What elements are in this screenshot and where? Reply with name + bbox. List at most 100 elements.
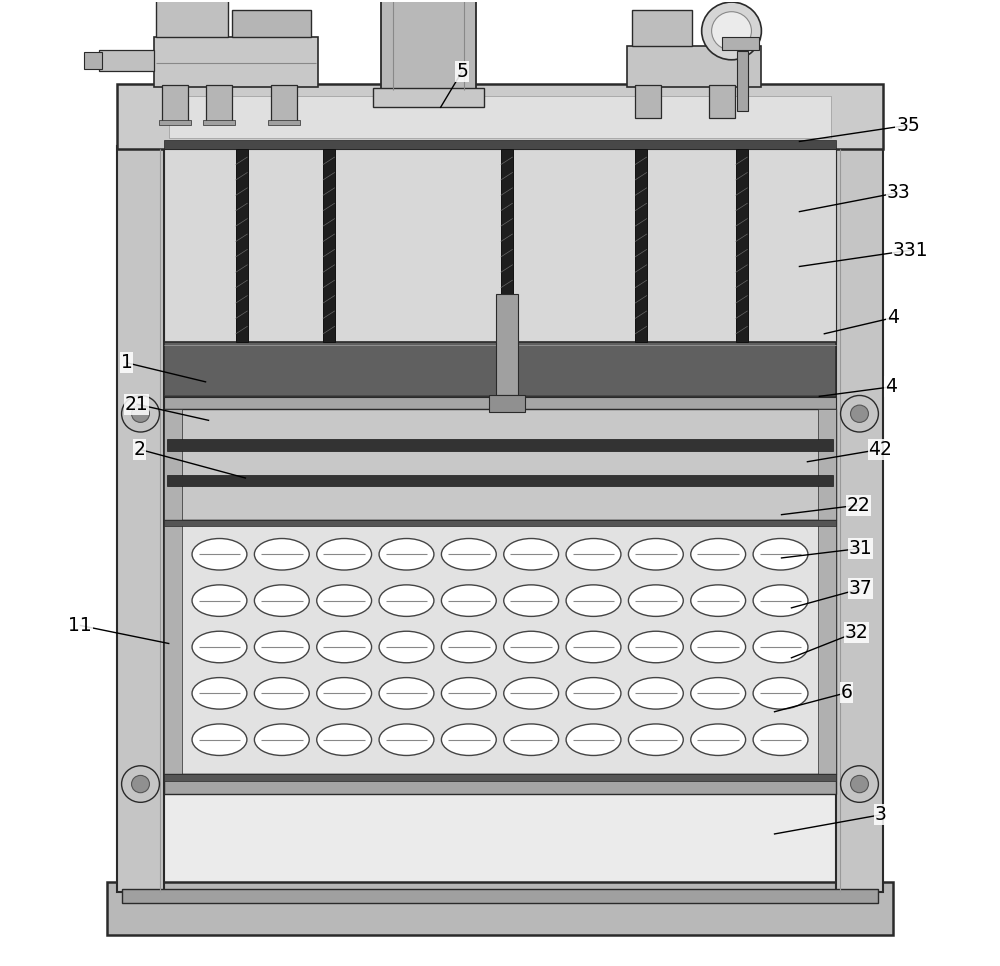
- Bar: [164, 520, 836, 526]
- Bar: [818, 409, 836, 520]
- Bar: [836, 147, 883, 892]
- Text: 11: 11: [68, 616, 92, 635]
- Bar: [381, 0, 476, 90]
- Text: 2: 2: [134, 440, 145, 459]
- Bar: [159, 121, 191, 126]
- Ellipse shape: [254, 538, 309, 570]
- Bar: [206, 85, 232, 124]
- Ellipse shape: [254, 724, 309, 755]
- Bar: [709, 85, 735, 118]
- Ellipse shape: [628, 677, 683, 709]
- Text: 331: 331: [892, 241, 928, 260]
- Ellipse shape: [566, 538, 621, 570]
- Bar: [167, 440, 833, 451]
- Bar: [373, 88, 484, 107]
- Bar: [162, 85, 188, 124]
- Bar: [164, 409, 182, 520]
- Bar: [164, 775, 836, 781]
- Bar: [323, 149, 335, 342]
- Text: 33: 33: [886, 183, 910, 202]
- Circle shape: [712, 12, 751, 50]
- Circle shape: [841, 766, 878, 803]
- Ellipse shape: [441, 584, 496, 616]
- Ellipse shape: [628, 631, 683, 663]
- Circle shape: [132, 405, 149, 422]
- Ellipse shape: [691, 677, 746, 709]
- Ellipse shape: [441, 538, 496, 570]
- Ellipse shape: [254, 584, 309, 616]
- Text: 5: 5: [456, 62, 468, 81]
- Ellipse shape: [753, 677, 808, 709]
- Ellipse shape: [753, 631, 808, 663]
- Bar: [737, 51, 748, 111]
- Bar: [164, 149, 836, 892]
- Bar: [164, 520, 836, 775]
- Ellipse shape: [192, 584, 247, 616]
- Bar: [635, 85, 661, 118]
- Ellipse shape: [753, 724, 808, 755]
- Ellipse shape: [753, 584, 808, 616]
- Text: 32: 32: [845, 622, 868, 641]
- Bar: [117, 147, 164, 892]
- Ellipse shape: [379, 631, 434, 663]
- Bar: [164, 409, 836, 520]
- Text: 21: 21: [125, 395, 148, 413]
- Bar: [496, 294, 518, 394]
- Ellipse shape: [317, 677, 372, 709]
- Ellipse shape: [192, 538, 247, 570]
- Ellipse shape: [753, 538, 808, 570]
- Circle shape: [132, 776, 149, 793]
- Ellipse shape: [379, 584, 434, 616]
- Text: 22: 22: [847, 496, 870, 515]
- Bar: [236, 149, 248, 342]
- Circle shape: [851, 776, 868, 793]
- Ellipse shape: [504, 584, 559, 616]
- Ellipse shape: [192, 631, 247, 663]
- Ellipse shape: [504, 538, 559, 570]
- Ellipse shape: [504, 677, 559, 709]
- Text: 3: 3: [874, 806, 886, 824]
- Bar: [271, 85, 297, 124]
- Text: 1: 1: [121, 354, 132, 372]
- Ellipse shape: [628, 538, 683, 570]
- Ellipse shape: [628, 584, 683, 616]
- Ellipse shape: [566, 677, 621, 709]
- Ellipse shape: [504, 724, 559, 755]
- Ellipse shape: [379, 724, 434, 755]
- Ellipse shape: [691, 724, 746, 755]
- Bar: [84, 52, 102, 70]
- Ellipse shape: [441, 677, 496, 709]
- Bar: [167, 475, 833, 486]
- Bar: [107, 882, 893, 935]
- Ellipse shape: [379, 677, 434, 709]
- Circle shape: [122, 395, 159, 432]
- Bar: [501, 149, 513, 342]
- Ellipse shape: [317, 631, 372, 663]
- Circle shape: [122, 766, 159, 803]
- Ellipse shape: [192, 677, 247, 709]
- Ellipse shape: [691, 538, 746, 570]
- Ellipse shape: [441, 631, 496, 663]
- Bar: [117, 84, 883, 149]
- Ellipse shape: [441, 724, 496, 755]
- Bar: [164, 520, 182, 775]
- Bar: [818, 520, 836, 775]
- Bar: [99, 50, 154, 71]
- Ellipse shape: [317, 538, 372, 570]
- Text: 6: 6: [841, 683, 852, 702]
- Circle shape: [851, 405, 868, 422]
- Ellipse shape: [566, 724, 621, 755]
- Bar: [722, 37, 759, 50]
- Bar: [164, 775, 836, 794]
- Ellipse shape: [691, 584, 746, 616]
- Text: 31: 31: [849, 539, 872, 558]
- Bar: [156, 0, 228, 37]
- Bar: [635, 149, 647, 342]
- Bar: [232, 10, 311, 37]
- Text: 42: 42: [868, 440, 892, 459]
- Text: 35: 35: [896, 116, 920, 134]
- Ellipse shape: [317, 584, 372, 616]
- Ellipse shape: [628, 724, 683, 755]
- Circle shape: [841, 395, 878, 432]
- Bar: [632, 10, 692, 46]
